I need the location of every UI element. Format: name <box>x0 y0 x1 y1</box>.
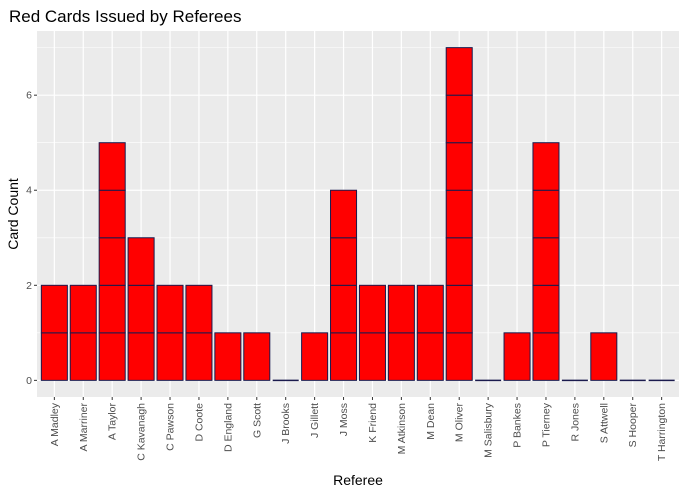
bar-segment <box>98 189 126 239</box>
bar-a-taylor <box>98 142 126 381</box>
bar-segment <box>40 284 68 334</box>
bar-g-scott <box>243 332 271 381</box>
x-tick-label: J Gillett <box>309 403 321 438</box>
x-tick-label: M Salisbury <box>483 402 495 458</box>
bar-segment <box>330 332 358 381</box>
bar-segment <box>532 332 560 381</box>
x-tick-label: A Marriner <box>78 403 90 452</box>
x-tick-label: K Friend <box>367 403 379 443</box>
bar-k-friend <box>358 284 386 381</box>
bar-segment <box>127 284 155 334</box>
bar-segment <box>40 332 68 381</box>
bar-segment <box>387 284 415 334</box>
y-tick-label: 2 <box>26 280 32 292</box>
bar-segment <box>185 284 213 334</box>
bar-a-marriner <box>69 284 97 381</box>
bar-segment <box>185 332 213 381</box>
bar-segment <box>330 189 358 239</box>
bar-segment <box>127 332 155 381</box>
x-tick-label: M Oliver <box>454 403 466 443</box>
x-tick-label: R Jones <box>569 403 581 442</box>
bar-segment <box>445 237 473 286</box>
y-tick-label: 4 <box>26 185 32 197</box>
y-axis-title: Card Count <box>5 178 21 250</box>
chart-title: Red Cards Issued by Referees <box>9 7 241 26</box>
bar-segment <box>156 332 184 381</box>
bar-segment <box>387 332 415 381</box>
bar-p-bankes <box>503 332 531 381</box>
x-tick-label: D Coote <box>193 403 205 442</box>
bar-segment <box>358 284 386 334</box>
bar-segment <box>532 237 560 286</box>
x-tick-label: G Scott <box>251 403 263 438</box>
bar-segment <box>445 332 473 381</box>
bar-d-england <box>214 332 242 381</box>
bar-segment <box>127 237 155 286</box>
bar-segment <box>330 284 358 334</box>
bar-segment <box>69 332 97 381</box>
x-tick-label: M Atkinson <box>396 403 408 455</box>
bar-segment <box>590 332 618 381</box>
x-tick-label: C Kavanagh <box>136 403 148 461</box>
bar-segment <box>330 237 358 286</box>
bar-segment <box>416 284 444 334</box>
bar-d-coote <box>185 284 213 381</box>
x-tick-label: M Dean <box>425 403 437 440</box>
bar-segment <box>532 189 560 239</box>
bar-segment <box>445 47 473 96</box>
x-tick-label: J Moss <box>338 403 350 436</box>
x-tick-label: P Tierney <box>540 402 552 447</box>
bar-segment <box>243 332 271 381</box>
bar-j-moss <box>330 189 358 381</box>
bar-segment <box>301 332 329 381</box>
x-tick-label: C Pawson <box>165 403 177 451</box>
x-tick-label: J Brooks <box>280 403 292 444</box>
bar-m-oliver <box>445 47 473 381</box>
bar-segment <box>214 332 242 381</box>
bar-segment <box>445 142 473 191</box>
bar-segment <box>532 284 560 334</box>
bar-c-pawson <box>156 284 184 381</box>
x-tick-label: A Madley <box>49 402 61 446</box>
bar-segment <box>69 284 97 334</box>
bar-p-tierney <box>532 142 560 381</box>
bar-segment <box>358 332 386 381</box>
bar-a-madley <box>40 284 68 381</box>
bar-segment <box>445 94 473 144</box>
bar-c-kavanagh <box>127 237 155 381</box>
bar-segment <box>416 332 444 381</box>
bar-segment <box>156 284 184 334</box>
bar-segment <box>445 189 473 239</box>
x-tick-label: S Attwell <box>598 403 610 443</box>
bar-segment <box>503 332 531 381</box>
x-tick-label: T Harrington <box>656 403 668 461</box>
bar-s-attwell <box>590 332 618 381</box>
bar-segment <box>98 284 126 334</box>
x-tick-label: P Bankes <box>512 403 524 448</box>
bar-segment <box>532 142 560 191</box>
y-tick-label: 6 <box>26 90 32 102</box>
bar-m-dean <box>416 284 444 381</box>
x-tick-label: A Taylor <box>107 403 119 441</box>
x-axis-title: Referee <box>333 472 383 488</box>
x-tick-label: S Hooper <box>627 402 639 447</box>
bar-segment <box>98 332 126 381</box>
x-tick-label: D England <box>222 403 234 452</box>
bar-j-gillett <box>301 332 329 381</box>
y-tick-label: 0 <box>26 375 32 387</box>
bar-m-atkinson <box>387 284 415 381</box>
bar-segment <box>445 284 473 334</box>
bar-segment <box>98 142 126 191</box>
bars <box>40 47 675 382</box>
y-axis: 0 2 4 6 <box>26 90 37 387</box>
x-axis: A Madley A Marriner A Taylor C Kavanagh C Pa… <box>49 397 668 461</box>
bar-segment <box>98 237 126 286</box>
